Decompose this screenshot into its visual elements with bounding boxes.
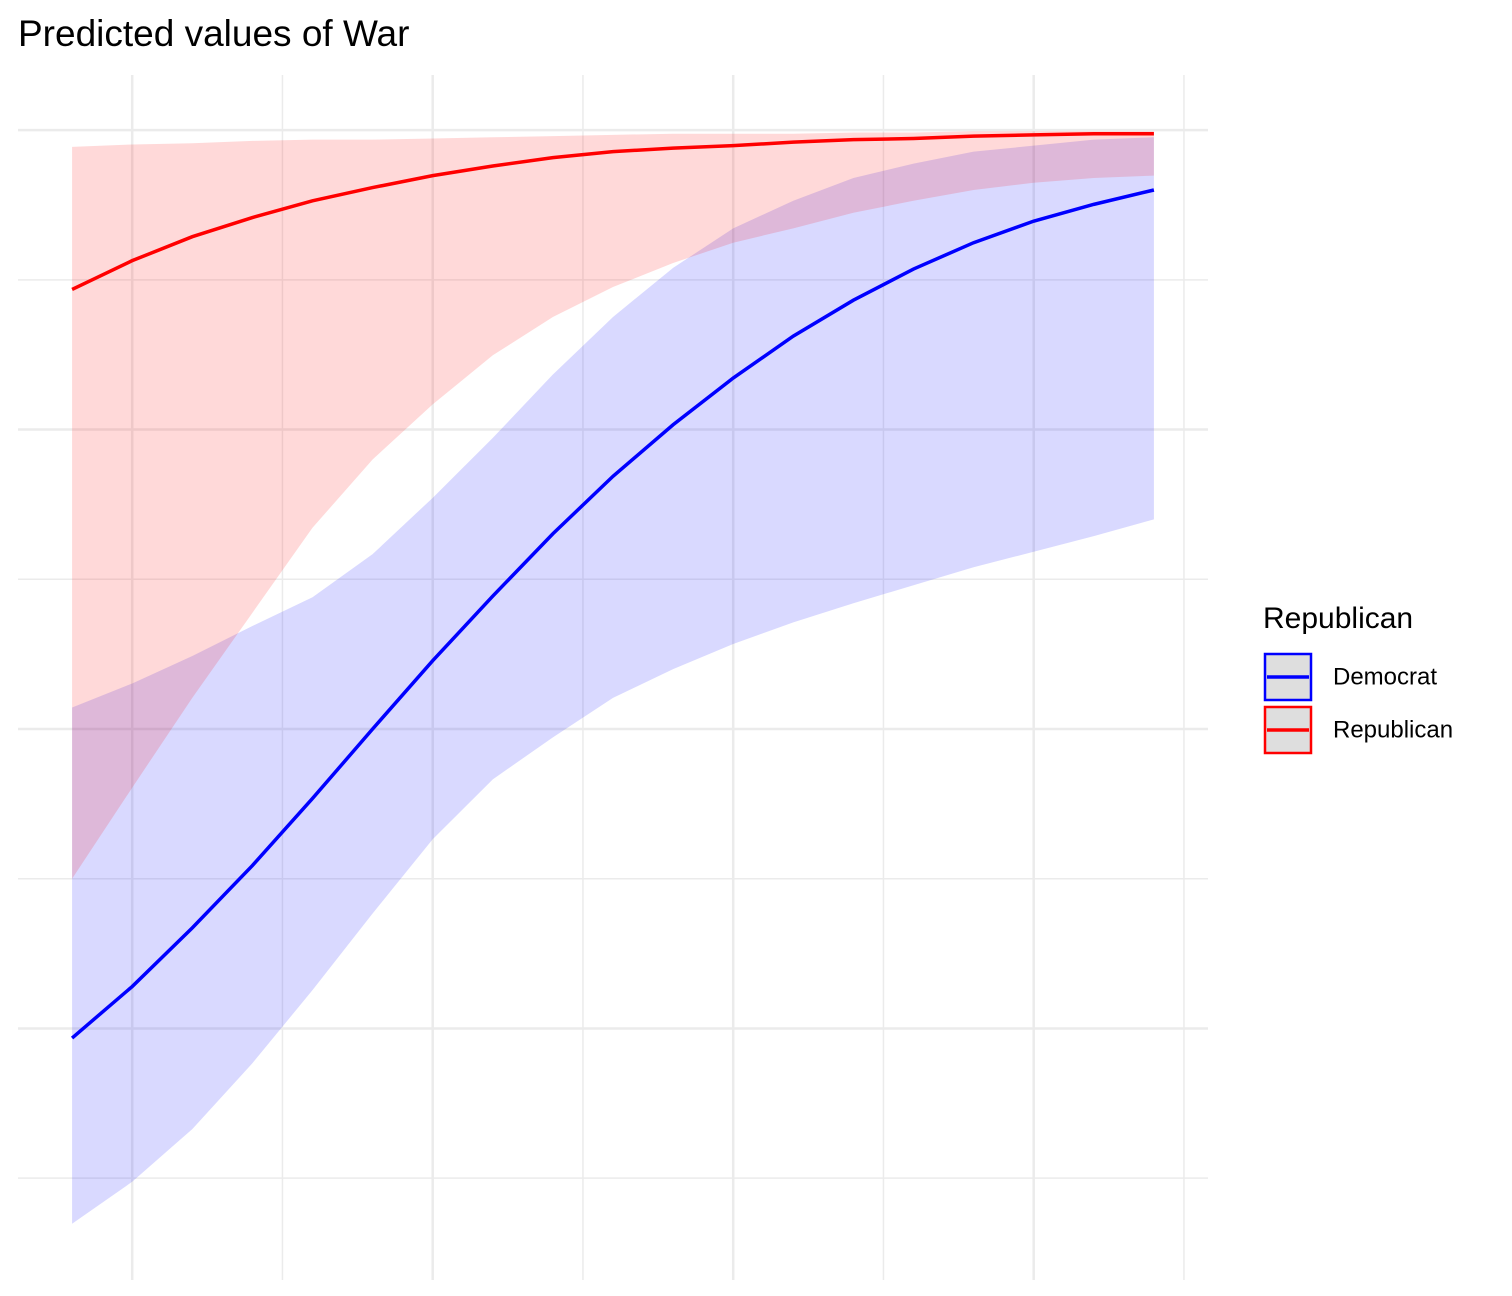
ribbon: [72, 131, 1154, 879]
legend-title: Republican: [1263, 602, 1413, 635]
ribbon: [72, 137, 1154, 1224]
line: [71, 131, 1154, 291]
line: [70, 188, 1155, 1040]
legend-label: Democrat: [1333, 663, 1437, 690]
legend-label: Republican: [1333, 716, 1453, 743]
chart-title: Predicted values of War: [18, 13, 409, 54]
